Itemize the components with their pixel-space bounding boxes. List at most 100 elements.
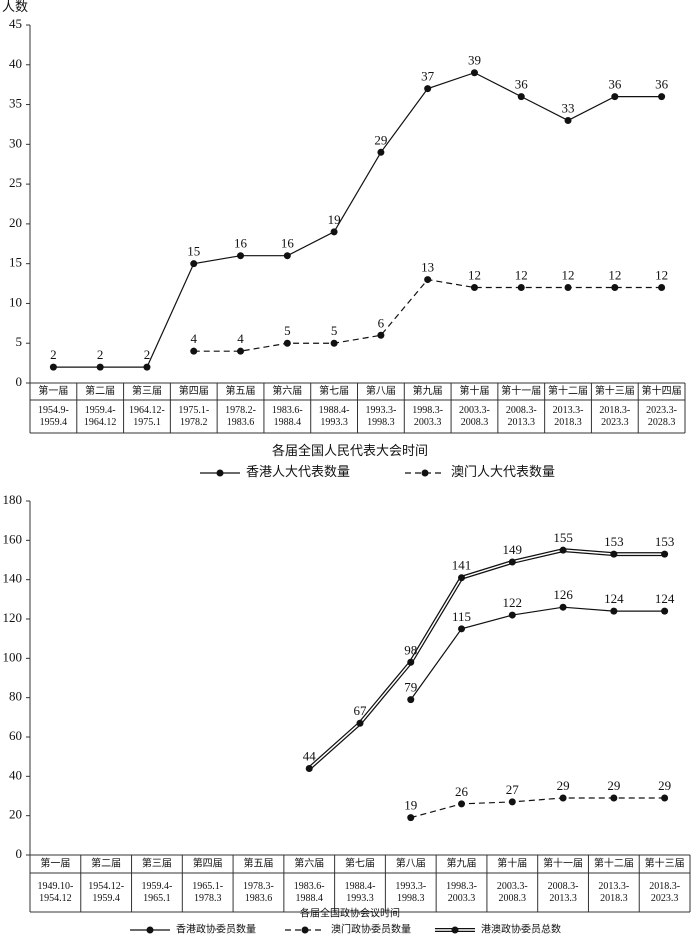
x-tick-label: 第八届	[366, 384, 396, 397]
y-tick-label: 60	[9, 728, 22, 743]
data-label: 16	[281, 236, 295, 251]
period-label: 1988.4	[295, 893, 323, 904]
y-tick-label: 35	[9, 96, 22, 111]
x-tick-label: 第五届	[243, 856, 273, 869]
point	[559, 546, 567, 554]
data-label: 33	[562, 100, 575, 115]
period-label: 2008.3-	[506, 405, 537, 416]
x-tick-label: 第十一届	[543, 856, 583, 869]
y-tick-label: 140	[3, 571, 23, 586]
point	[470, 284, 478, 292]
point	[356, 719, 364, 727]
period-label: 2008.3	[499, 893, 527, 904]
data-label: 67	[354, 703, 368, 718]
x-tick-label: 第十届	[497, 856, 527, 869]
x-tick-label: 第十二届	[594, 856, 634, 869]
data-label: 126	[553, 587, 573, 602]
x-tick-label: 第十二届	[548, 384, 588, 397]
period-label: 2008.3-	[548, 881, 579, 892]
x-axis-label: 各届全国政协会议时间	[300, 906, 400, 919]
point	[458, 625, 466, 633]
data-label: 122	[503, 595, 523, 610]
period-label: 2023.3-	[646, 405, 677, 416]
point	[407, 696, 415, 704]
period-label: 2003.3-	[497, 881, 528, 892]
period-label: 2003.3-	[459, 405, 490, 416]
line-inner	[308, 549, 665, 770]
period-label: 1978.3	[194, 893, 222, 904]
period-label: 1998.3	[397, 893, 425, 904]
line	[410, 797, 665, 819]
data-label: 29	[374, 132, 387, 147]
period-label: 2003.3	[414, 417, 442, 428]
point	[611, 93, 619, 101]
y-tick-label: 100	[3, 649, 23, 664]
point	[330, 228, 338, 236]
point	[610, 607, 618, 615]
point	[377, 148, 385, 156]
x-tick-label: 第三届	[142, 856, 172, 869]
period-label: 1993.3-	[365, 405, 396, 416]
data-label: 79	[404, 680, 417, 695]
x-tick-label: 第三届	[132, 384, 162, 397]
data-label: 29	[658, 778, 671, 793]
period-label: 1988.4-	[319, 405, 350, 416]
period-label: 1993.3	[346, 893, 374, 904]
period-label: 1988.4	[274, 417, 302, 428]
data-label: 12	[515, 268, 528, 283]
point	[564, 284, 572, 292]
data-label: 26	[455, 784, 469, 799]
x-tick-label: 第四届	[193, 856, 223, 869]
data-label: 13	[421, 260, 434, 275]
period-label: 1959.4-	[85, 405, 116, 416]
point	[190, 260, 198, 268]
period-label: 2013.3-	[553, 405, 584, 416]
x-tick-label: 第二届	[85, 384, 115, 397]
data-label: 141	[452, 558, 472, 573]
point	[470, 69, 478, 77]
point	[190, 347, 198, 355]
data-label: 98	[404, 642, 417, 657]
point	[458, 800, 466, 808]
x-tick-label: 第七届	[319, 384, 349, 397]
legend-label: 香港人大代表数量	[246, 464, 350, 479]
period-label: 2023.3	[651, 893, 679, 904]
period-label: 2008.3	[461, 417, 489, 428]
x-tick-label: 第七届	[345, 856, 375, 869]
period-label: 1959.4-	[142, 881, 173, 892]
data-label: 29	[557, 778, 570, 793]
legend-marker	[146, 926, 154, 934]
period-label: 2023.3	[601, 417, 629, 428]
y-tick-label: 180	[3, 492, 23, 507]
data-label: 19	[404, 798, 417, 813]
period-label: 1975.1-	[178, 405, 209, 416]
line	[410, 606, 665, 700]
data-label: 12	[468, 268, 481, 283]
data-label: 2	[50, 347, 57, 362]
data-label: 12	[608, 268, 621, 283]
legend-marker	[451, 926, 459, 934]
data-label: 29	[607, 778, 620, 793]
point	[143, 363, 151, 371]
data-label: 19	[328, 212, 341, 227]
y-tick-label: 20	[9, 215, 22, 230]
data-label: 36	[515, 77, 529, 92]
legend-label: 澳门政协委员数量	[331, 922, 411, 935]
period-label: 1983.6-	[294, 881, 325, 892]
point	[610, 794, 618, 802]
data-label: 37	[421, 69, 435, 84]
period-label: 1998.3-	[412, 405, 443, 416]
period-label: 1964.12-	[129, 405, 165, 416]
data-label: 2	[97, 347, 104, 362]
y-tick-label: 160	[3, 531, 23, 546]
period-label: 1978.2-	[225, 405, 256, 416]
point	[377, 331, 385, 339]
period-label: 1978.2	[180, 417, 208, 428]
x-tick-label: 第六届	[272, 384, 302, 397]
period-label: 1993.3	[320, 417, 348, 428]
period-label: 1965.1-	[192, 881, 223, 892]
point	[661, 550, 669, 558]
data-label: 39	[468, 53, 481, 68]
point	[508, 558, 516, 566]
data-label: 12	[562, 268, 575, 283]
